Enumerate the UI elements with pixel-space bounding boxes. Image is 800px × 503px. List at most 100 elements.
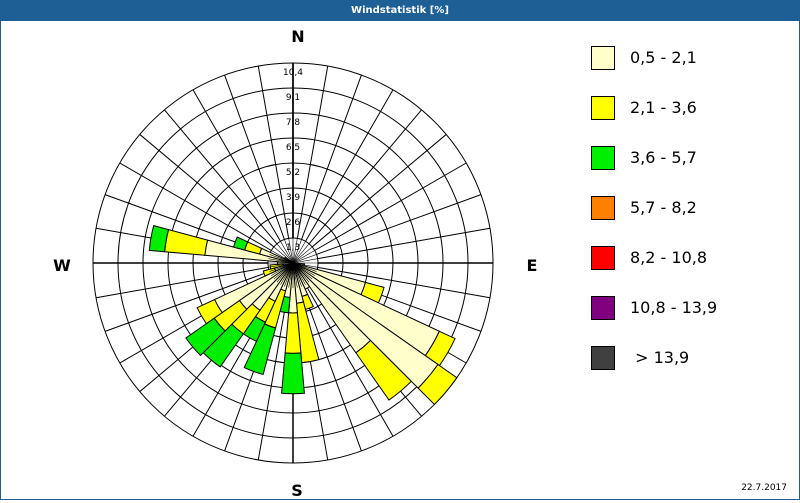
center-spoke bbox=[292, 262, 302, 287]
legend-item: 5,7 - 8,2 bbox=[591, 196, 791, 222]
grid-spoke bbox=[317, 266, 491, 299]
legend-item: 10,8 - 13,9 bbox=[591, 296, 791, 322]
legend-label: 3,6 - 5,7 bbox=[630, 148, 697, 167]
radial-tick-labels: 1,3 2,6 3,9 5,2 6,5 7,8 9,1 10,4 bbox=[283, 68, 303, 253]
center-spoke bbox=[292, 243, 310, 264]
radial-tick-label: 6,5 bbox=[286, 143, 300, 153]
center-spoke bbox=[268, 262, 294, 268]
wind-sector-segment bbox=[196, 298, 223, 325]
center-spoke bbox=[292, 262, 317, 272]
grid-spoke bbox=[317, 227, 491, 260]
legend-swatch bbox=[591, 246, 615, 270]
grid-spoke bbox=[119, 162, 272, 251]
radial-tick-label: 5,2 bbox=[286, 168, 300, 178]
wind-sector-segment bbox=[417, 363, 458, 406]
center-spoke bbox=[292, 250, 315, 264]
center-spoke bbox=[292, 262, 315, 276]
wind-sector-segment bbox=[164, 229, 209, 256]
window-title: Windstatistik [%] bbox=[1, 1, 799, 21]
legend-item: 2,1 - 3,6 bbox=[591, 96, 791, 122]
legend-swatch bbox=[591, 96, 615, 120]
compass-west: W bbox=[53, 256, 71, 275]
grid-spoke bbox=[296, 65, 329, 239]
legend-swatch bbox=[591, 196, 615, 220]
legend-label: 2,1 - 3,6 bbox=[630, 98, 697, 117]
wind-sector-segment bbox=[243, 323, 277, 376]
grid-spoke bbox=[316, 194, 482, 255]
center-spoke bbox=[292, 241, 306, 264]
grid-spoke bbox=[192, 89, 281, 242]
grid-spoke bbox=[164, 109, 278, 245]
legend-label: 0,5 - 2,1 bbox=[630, 48, 697, 67]
legend-item: 0,5 - 2,1 bbox=[591, 46, 791, 72]
grid-spoke bbox=[314, 162, 467, 251]
center-spoke bbox=[292, 246, 313, 264]
compass-north: N bbox=[291, 27, 304, 46]
legend-item: > 13,9 bbox=[591, 346, 791, 372]
wind-sector-segment bbox=[185, 317, 226, 357]
grid-spoke bbox=[95, 266, 269, 299]
center-spoke bbox=[276, 262, 294, 283]
radial-tick-label: 2,6 bbox=[286, 218, 301, 228]
legend-swatch bbox=[591, 346, 615, 370]
radial-tick-label: 7,8 bbox=[286, 118, 301, 128]
date-label: 22.7.2017 bbox=[741, 483, 787, 493]
legend-swatch bbox=[591, 146, 615, 170]
center-spoke bbox=[276, 243, 294, 264]
radial-tick-label: 1,3 bbox=[286, 243, 300, 253]
grid-spoke bbox=[301, 74, 362, 240]
wind-sector-segment bbox=[281, 352, 305, 395]
center-spoke bbox=[292, 262, 313, 280]
radial-tick-label: 10,4 bbox=[283, 68, 303, 78]
center-spoke bbox=[280, 262, 294, 285]
center-spoke bbox=[288, 262, 294, 288]
grid-spoke bbox=[257, 287, 290, 461]
center-spoke bbox=[288, 238, 294, 264]
legend-item: 8,2 - 10,8 bbox=[591, 246, 791, 272]
center-spoke bbox=[292, 258, 318, 264]
compass-east: E bbox=[527, 256, 538, 275]
wind-sector-segment bbox=[232, 236, 249, 251]
grid-spoke bbox=[305, 284, 394, 437]
legend-label: > 13,9 bbox=[630, 348, 690, 367]
grid-spoke bbox=[305, 89, 394, 242]
center-spoke bbox=[271, 250, 294, 264]
grid-spoke bbox=[139, 134, 275, 248]
legend-item: 3,6 - 5,7 bbox=[591, 146, 791, 172]
grid-spoke bbox=[224, 74, 285, 240]
center-spoke bbox=[292, 254, 317, 264]
center-spoke bbox=[268, 258, 294, 264]
center-spoke bbox=[292, 262, 318, 268]
wind-sectors bbox=[148, 225, 458, 406]
legend-label: 5,7 - 8,2 bbox=[630, 198, 697, 217]
radial-tick-label: 3,9 bbox=[286, 193, 301, 203]
center-spoke bbox=[292, 262, 298, 288]
grid-spoke bbox=[301, 286, 362, 452]
legend-swatch bbox=[591, 46, 615, 70]
center-spoke bbox=[269, 262, 294, 272]
wind-sector-segment bbox=[355, 339, 413, 401]
grid-spoke bbox=[308, 109, 422, 245]
wind-rose-svg: 1,3 2,6 3,9 5,2 6,5 7,8 9,1 10,4 N E S W bbox=[53, 27, 538, 500]
center-spoke bbox=[280, 241, 294, 264]
grid-spoke bbox=[257, 65, 290, 239]
wind-sector-segment bbox=[148, 225, 170, 253]
center-spoke bbox=[273, 246, 294, 264]
grid-spoke bbox=[104, 271, 270, 332]
center-spoke bbox=[292, 262, 310, 283]
center-spoke bbox=[273, 262, 294, 280]
center-spoke bbox=[292, 239, 302, 264]
center-spoke bbox=[292, 238, 298, 264]
legend-label: 10,8 - 13,9 bbox=[630, 298, 718, 317]
center-spoke bbox=[284, 262, 294, 287]
grid-spoke bbox=[311, 134, 447, 248]
wind-rose-chart: 1,3 2,6 3,9 5,2 6,5 7,8 9,1 10,4 N E S W bbox=[1, 21, 561, 500]
wind-sector-segment bbox=[262, 267, 277, 277]
center-spoke bbox=[292, 262, 306, 285]
center-spoke bbox=[269, 254, 294, 264]
radial-tick-label: 9,1 bbox=[286, 93, 300, 103]
legend-swatch bbox=[591, 296, 615, 320]
center-spoke bbox=[271, 262, 294, 276]
legend-label: 8,2 - 10,8 bbox=[630, 248, 708, 267]
